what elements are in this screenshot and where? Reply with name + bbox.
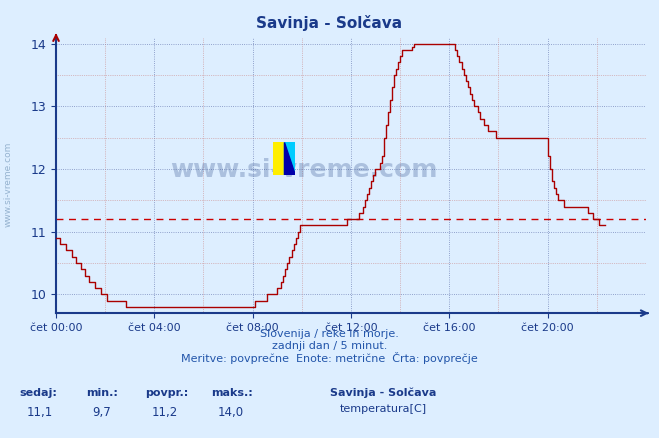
Text: maks.:: maks.: <box>211 388 252 398</box>
Text: zadnji dan / 5 minut.: zadnji dan / 5 minut. <box>272 341 387 351</box>
Text: temperatura[C]: temperatura[C] <box>339 404 426 414</box>
Text: www.si-vreme.com: www.si-vreme.com <box>4 141 13 226</box>
Text: povpr.:: povpr.: <box>145 388 188 398</box>
Text: www.si-vreme.com: www.si-vreme.com <box>170 158 438 182</box>
Text: Savinja - Solčava: Savinja - Solčava <box>256 15 403 32</box>
Text: 11,1: 11,1 <box>26 406 53 420</box>
Bar <box>273 142 284 175</box>
Text: min.:: min.: <box>86 388 117 398</box>
Polygon shape <box>284 142 295 175</box>
Text: Savinja - Solčava: Savinja - Solčava <box>330 388 436 398</box>
Text: 11,2: 11,2 <box>152 406 178 420</box>
Text: 14,0: 14,0 <box>217 406 244 420</box>
Bar <box>284 142 295 175</box>
Text: Meritve: povprečne  Enote: metrične  Črta: povprečje: Meritve: povprečne Enote: metrične Črta:… <box>181 352 478 364</box>
Text: Slovenija / reke in morje.: Slovenija / reke in morje. <box>260 329 399 339</box>
Text: 9,7: 9,7 <box>92 406 111 420</box>
Text: sedaj:: sedaj: <box>20 388 57 398</box>
